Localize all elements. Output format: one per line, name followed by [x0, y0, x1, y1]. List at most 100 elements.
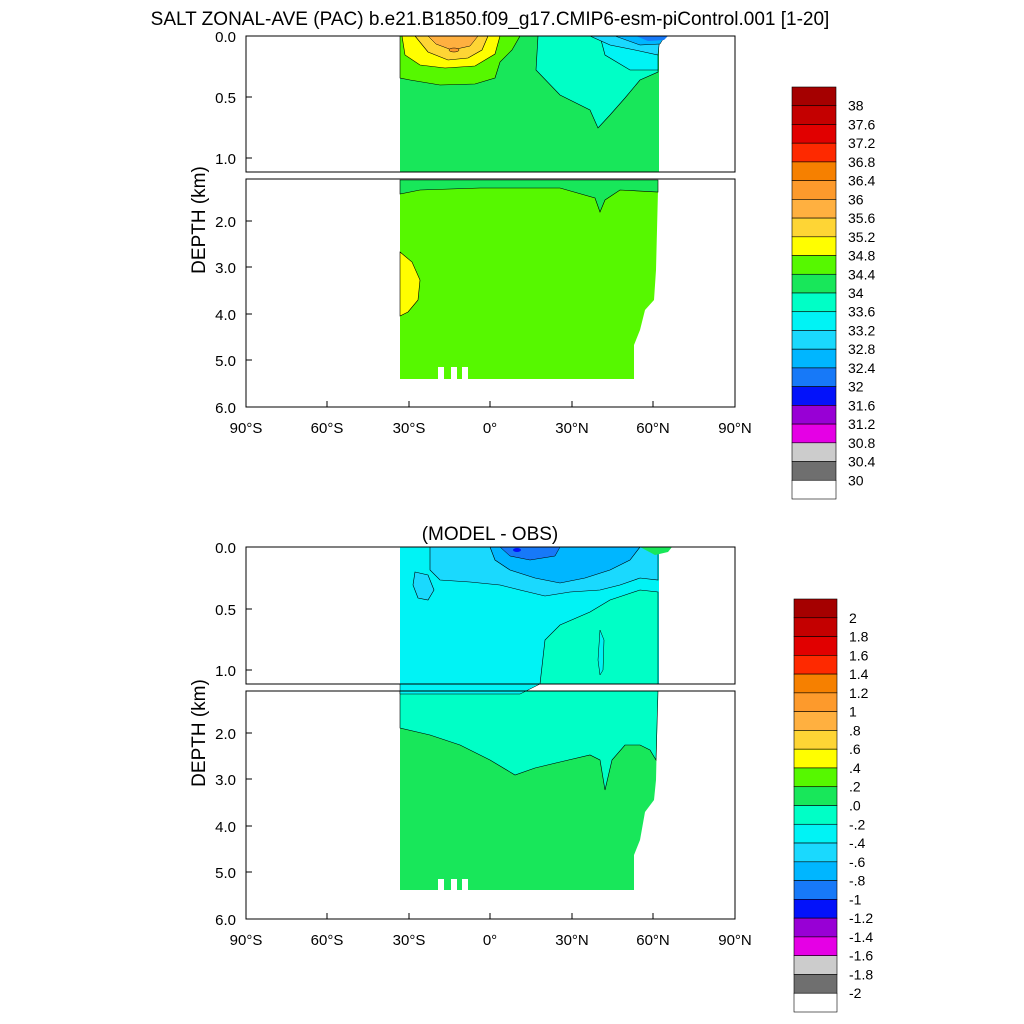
colorbar-swatch	[793, 636, 838, 656]
colorbar-label: -.6	[849, 854, 866, 870]
model-y-axis: 0.0 0.5 1.0 2.0 3.0 4.0 5.0 6.0 DEPTH (k…	[189, 29, 252, 417]
y-tick-label: 3.0	[215, 772, 236, 789]
x-tick-label: 60°S	[311, 420, 344, 437]
field-region	[400, 180, 658, 379]
colorbar-label: .8	[849, 722, 861, 738]
colorbar-label: 2	[849, 610, 857, 626]
colorbar-label: 30	[848, 472, 864, 488]
diff-upper-field	[400, 546, 672, 685]
y-tick-label: 3.0	[215, 260, 236, 277]
colorbar-label: -1.6	[849, 948, 873, 964]
colorbar-swatch	[793, 655, 838, 675]
colorbar-label: -.4	[849, 835, 866, 851]
colorbar-swatch	[791, 386, 837, 406]
x-tick-label: 0°	[483, 932, 497, 949]
colorbar-swatch	[791, 273, 837, 294]
colorbar-label: 38	[848, 98, 864, 114]
colorbar-label: 34.8	[848, 248, 875, 264]
colorbar-label: 1.4	[849, 666, 869, 682]
colorbar-swatch	[791, 405, 837, 425]
colorbar-label: .4	[849, 760, 861, 776]
figure-title: SALT ZONAL-AVE (PAC) b.e21.B1850.f09_g17…	[151, 9, 830, 30]
x-tick-label: 60°N	[636, 932, 670, 949]
colorbar-label: 32	[848, 379, 864, 395]
x-tick-label: 90°N	[718, 420, 752, 437]
model-lower-field	[399, 179, 659, 379]
panel-subtitle: (MODEL - OBS)	[422, 524, 559, 545]
colorbar-swatch	[791, 180, 837, 200]
colorbar-swatch	[793, 805, 838, 825]
panel-model: 0.0 0.5 1.0 2.0 3.0 4.0 5.0 6.0 DEPTH (k…	[189, 29, 875, 500]
colorbar-label: -.8	[849, 873, 866, 889]
colorbar-label: -.2	[849, 816, 866, 832]
colorbar-label: 34.4	[848, 266, 875, 282]
colorbar-swatch	[791, 311, 837, 331]
panel-difference: (MODEL - OBS)	[189, 524, 873, 1013]
field-region	[399, 179, 659, 213]
colorbar-label: -1	[849, 891, 862, 907]
colorbar-swatch	[791, 348, 837, 369]
colorbar-label: 37.2	[848, 135, 875, 151]
x-tick-label: 90°S	[230, 420, 263, 437]
y-tick-label: 2.0	[215, 726, 236, 743]
colorbar-swatch	[791, 199, 837, 219]
colorbar-swatch	[793, 730, 838, 750]
y-tick-label: 4.0	[215, 819, 236, 836]
diff-lower-field	[399, 683, 659, 890]
y-tick-label: 6.0	[215, 400, 236, 417]
colorbar-label: 37.6	[848, 116, 875, 132]
y-tick-label: 2.0	[215, 214, 236, 231]
y-tick-label: 0.5	[215, 90, 236, 107]
colorbar-swatch	[793, 786, 838, 806]
colorbar-swatch	[791, 217, 837, 238]
y-tick-label: 6.0	[215, 912, 236, 929]
colorbar-label: 35.6	[848, 210, 875, 226]
colorbar-swatch	[793, 861, 838, 881]
colorbar-label: -1.2	[849, 910, 873, 926]
colorbar-swatch	[791, 255, 837, 275]
y-tick-label: 4.0	[215, 307, 236, 324]
x-tick-label: 30°S	[393, 932, 426, 949]
field-region	[399, 683, 541, 695]
colorbar-label: 36.4	[848, 173, 875, 189]
colorbar-label: 30.8	[848, 435, 875, 451]
colorbar-swatch	[793, 917, 838, 938]
plot-frame-upper	[245, 35, 736, 173]
colorbar-swatch	[793, 842, 838, 863]
colorbar-difference: 21.81.61.41.21.8.6.4.2.0-.2-.4-.6-.8-1-1…	[793, 598, 873, 1013]
colorbar-label: .6	[849, 741, 861, 757]
colorbar-swatch	[793, 673, 838, 694]
diff-y-axis: 0.0 0.5 1.0 2.0 3.0 4.0 5.0 6.0 DEPTH (k…	[189, 540, 252, 929]
colorbar-swatch	[793, 711, 838, 731]
x-tick-label: 30°N	[555, 420, 589, 437]
colorbar-label: 33.2	[848, 322, 875, 338]
y-tick-label: 5.0	[215, 865, 236, 882]
colorbar-label: 32.4	[848, 360, 875, 376]
y-tick-label: 5.0	[215, 353, 236, 370]
plot-frame-upper	[245, 546, 736, 685]
x-tick-label: 90°S	[230, 932, 263, 949]
colorbar-model: 38 37.6 37.2 36.8 36.4 36 35.6 35.2 34.8 34.4 34 33…	[791, 86, 875, 500]
colorbar-swatch	[791, 442, 837, 462]
colorbar-swatch	[791, 142, 837, 163]
field-region	[399, 251, 421, 317]
colorbar-swatch	[793, 692, 838, 712]
field-region	[513, 548, 521, 552]
colorbar-swatch	[793, 992, 838, 1013]
x-tick-label: 60°N	[636, 420, 670, 437]
model-x-axis: 90°S 60°S 30°S 0° 30°N 60°N 90°N	[230, 401, 752, 437]
colorbar-swatch	[793, 974, 838, 994]
colorbar-swatch	[793, 823, 838, 844]
field-region	[399, 690, 659, 791]
colorbar-swatch	[791, 423, 837, 444]
colorbar-swatch	[791, 161, 837, 181]
colorbar-label: -1.8	[849, 966, 873, 982]
colorbar-swatch	[791, 124, 837, 144]
colorbar-label: -2	[849, 985, 862, 1001]
diff-x-axis: 90°S 60°S 30°S 0° 30°N 60°N 90°N	[230, 913, 752, 949]
colorbar-swatch	[791, 292, 837, 313]
y-tick-label: 1.0	[215, 151, 236, 168]
colorbar-label: 33.6	[848, 304, 875, 320]
colorbar-label: 30.4	[848, 454, 875, 470]
